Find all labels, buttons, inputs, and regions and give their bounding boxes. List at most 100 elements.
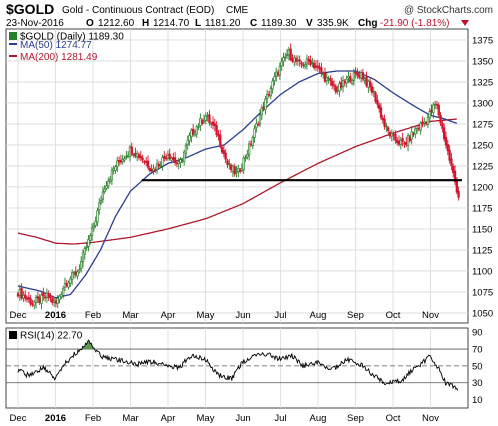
- price-bar-body: [58, 295, 61, 301]
- price-bar-body: [195, 126, 198, 135]
- price-bar-body: [303, 63, 307, 67]
- rsi-panel-frame: [5, 327, 469, 409]
- price-bar-body: [437, 104, 440, 116]
- price-bar-body: [405, 142, 408, 145]
- price-bar-body: [244, 157, 247, 160]
- price-bar-body: [350, 80, 354, 84]
- price-bar-body: [229, 164, 233, 170]
- price-bar-body: [285, 54, 289, 56]
- price-y-tick-label: 1050: [472, 308, 493, 319]
- price-bar-body: [117, 160, 121, 163]
- price-bar-body: [238, 169, 242, 172]
- open-value: 1212.60: [98, 18, 135, 29]
- price-bar-body: [170, 157, 173, 161]
- price-bar-body: [168, 153, 171, 159]
- price-y-tick-label: 1325: [472, 77, 493, 88]
- price-bar-body: [119, 160, 123, 163]
- price-bar-body: [206, 115, 209, 117]
- price-bar-body: [34, 297, 38, 304]
- price-bar-body: [74, 271, 77, 276]
- price-bar-body: [345, 78, 348, 84]
- price-bar-body: [98, 202, 101, 210]
- price-bar-body: [47, 293, 50, 298]
- rsi-x-tick-label: Sep: [347, 413, 364, 424]
- price-bar-body: [343, 81, 347, 84]
- price-bar-body: [376, 99, 379, 105]
- rsi-line: [17, 339, 459, 391]
- legend-ma200: MA(200) 1281.49: [20, 52, 98, 63]
- price-bar-body: [385, 125, 388, 128]
- price-bar-body: [455, 180, 458, 193]
- price-bar-body: [426, 117, 430, 125]
- price-bar-body: [220, 147, 224, 153]
- price-bar-body: [137, 154, 141, 158]
- price-bar-body: [192, 128, 195, 135]
- price-bar-body: [282, 57, 285, 62]
- price-bar-body: [325, 76, 328, 82]
- price-bar-body: [121, 159, 124, 162]
- price-bar-body: [430, 109, 433, 113]
- price-bar-body: [27, 297, 30, 300]
- price-bar-body: [172, 157, 175, 160]
- price-bar-body: [423, 121, 426, 124]
- price-bar-body: [202, 119, 206, 123]
- price-bar-body: [403, 142, 406, 145]
- price-bar-body: [105, 185, 108, 189]
- price-bar-body: [24, 294, 27, 299]
- price-x-tick-label: Oct: [386, 310, 401, 321]
- price-bar-body: [257, 124, 260, 126]
- price-bar-body: [114, 166, 117, 171]
- price-x-tick-label: Apr: [161, 310, 176, 321]
- price-bar-body: [164, 157, 168, 160]
- price-y-tick-label: 1075: [472, 287, 493, 298]
- price-bar-body: [309, 59, 312, 65]
- price-bar-body: [318, 66, 321, 70]
- price-bar-body: [374, 92, 377, 102]
- price-x-tick-label: 2016: [45, 310, 66, 321]
- ma50-line: [17, 70, 458, 299]
- open-label: O: [86, 18, 94, 29]
- price-bar-body: [177, 161, 180, 164]
- price-bar-body: [54, 300, 58, 304]
- price-bar-body: [307, 58, 310, 62]
- price-bar-body: [266, 93, 269, 99]
- rsi-y-tick-label: 70: [472, 345, 483, 356]
- price-bar-body: [302, 64, 305, 67]
- price-bar-body: [428, 111, 431, 119]
- price-bar-body: [112, 168, 115, 171]
- low-label: L: [195, 18, 201, 29]
- price-bar-body: [370, 86, 374, 93]
- price-bar-body: [76, 271, 79, 277]
- price-bar-body: [182, 151, 186, 163]
- price-bar-body: [453, 170, 457, 183]
- quote-date: 23-Nov-2016: [6, 18, 64, 29]
- rsi-legend: RSI(14) 22.70: [9, 331, 83, 342]
- price-bar-body: [367, 80, 370, 88]
- price-x-tick-label: Mar: [122, 310, 138, 321]
- price-bar-body: [179, 159, 182, 163]
- rsi-series: [17, 339, 459, 391]
- price-bar-body: [49, 296, 52, 299]
- price-y-tick-label: 1250: [472, 140, 493, 151]
- chart-symbol: $GOLD: [6, 1, 54, 17]
- price-bar-body: [155, 163, 159, 171]
- price-bar-body: [92, 225, 95, 229]
- price-bar-body: [298, 59, 301, 62]
- price-bar-body: [260, 107, 263, 116]
- price-bar-body: [145, 160, 148, 163]
- price-bar-body: [130, 146, 133, 155]
- price-x-tick-label: Dec: [10, 310, 27, 321]
- price-bar-body: [443, 127, 446, 140]
- price-bar-body: [31, 303, 34, 305]
- price-bar-body: [152, 168, 155, 172]
- price-bar-body: [33, 301, 36, 306]
- high-label: H: [142, 18, 149, 29]
- rsi-grid: [6, 328, 468, 408]
- price-bar-body: [415, 128, 419, 131]
- price-bar-body: [36, 296, 40, 299]
- price-bar-body: [87, 239, 90, 247]
- price-bar-body: [457, 191, 460, 198]
- price-bar-body: [332, 84, 336, 87]
- price-bar-body: [352, 72, 356, 81]
